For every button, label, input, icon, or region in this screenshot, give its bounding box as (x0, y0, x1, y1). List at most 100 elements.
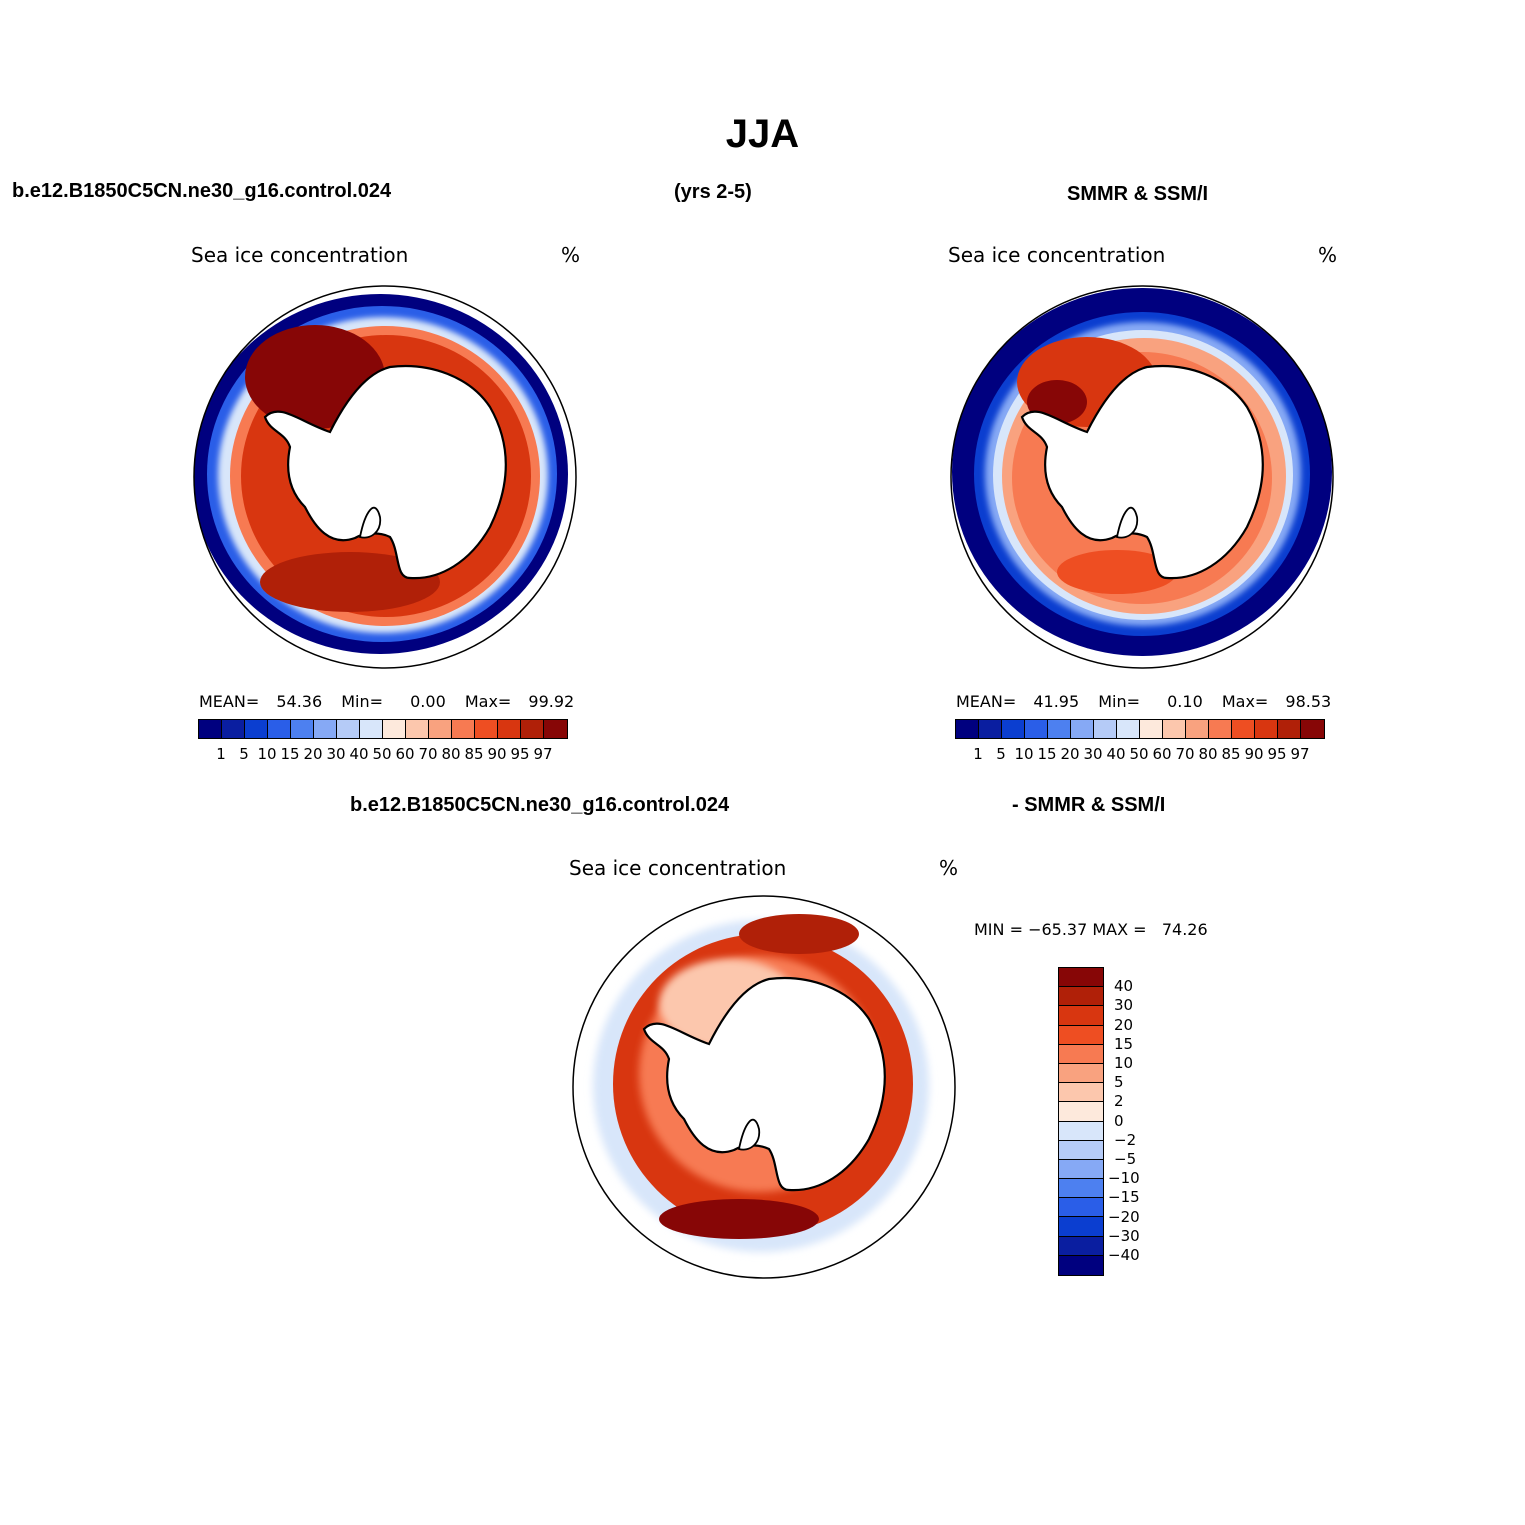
diff-colorbar-swatch (1059, 1159, 1103, 1180)
diff-colorbar-swatch (1059, 1006, 1103, 1026)
diff-colorbar-swatch (1059, 1102, 1103, 1122)
right-colorbar-tick-label: 95 (1267, 745, 1287, 763)
left-colorbar-swatch (245, 720, 268, 738)
diff-colorbar-tick-label: −2 (1114, 1130, 1137, 1149)
diff-colorbar-swatch (1059, 1217, 1103, 1237)
right-panel-title: Sea ice concentration (948, 243, 1166, 267)
left-colorbar-swatch (268, 720, 291, 738)
left-colorbar (198, 719, 568, 739)
right-colorbar-tick-label: 5 (996, 745, 1006, 763)
right-colorbar-tick-label: 90 (1244, 745, 1264, 763)
left-colorbar-tick-label: 95 (510, 745, 530, 763)
diff-colorbar-swatch (1059, 1083, 1103, 1103)
left-colorbar-swatch (406, 720, 429, 738)
right-colorbar-swatch (1278, 720, 1301, 738)
left-min-value: 0.00 (410, 692, 446, 711)
right-colorbar-swatch (1094, 720, 1117, 738)
left-max-label: Max= (464, 692, 512, 711)
diff-colorbar-tick-label: 0 (1114, 1111, 1124, 1130)
right-colorbar-tick-label: 85 (1221, 745, 1241, 763)
right-colorbar-tick-label: 97 (1290, 745, 1310, 763)
diff-colorbar-tick-label: −20 (1108, 1207, 1140, 1226)
diff-colorbar (1058, 967, 1104, 1276)
left-min-label: Min= (341, 692, 384, 711)
diff-colorbar-swatch (1059, 1063, 1103, 1084)
diff-colorbar-tick-label: −15 (1108, 1188, 1140, 1207)
left-colorbar-tick-label: 10 (257, 745, 277, 763)
diff-colorbar-swatch (1059, 968, 1103, 988)
right-max-label: Max= (1221, 692, 1269, 711)
diff-colorbar-swatch (1059, 1121, 1103, 1141)
diff-obs-header: - SMMR & SSM/I (1012, 794, 1166, 816)
left-colorbar-swatch (544, 720, 567, 738)
diff-colorbar-swatch (1059, 1025, 1103, 1045)
left-colorbar-tick-label: 85 (464, 745, 484, 763)
diff-colorbar-swatch (1059, 1236, 1103, 1256)
diff-colorbar-swatch (1059, 1255, 1103, 1275)
diff-colorbar-swatch (1059, 1044, 1103, 1064)
left-colorbar-tick-label: 97 (533, 745, 553, 763)
left-colorbar-swatch (222, 720, 245, 738)
left-colorbar-tick-label: 80 (441, 745, 461, 763)
left-colorbar-swatch (475, 720, 498, 738)
diff-colorbar-tick-label: 15 (1114, 1034, 1134, 1053)
diff-colorbar-swatch (1059, 1140, 1103, 1160)
right-colorbar-swatch (979, 720, 1002, 738)
right-min-value: 0.10 (1167, 692, 1203, 711)
diff-colorbar-tick-label: 20 (1114, 1015, 1134, 1034)
left-colorbar-tick-label: 1 (216, 745, 226, 763)
left-panel-units: % (561, 243, 581, 267)
left-colorbar-swatch (291, 720, 314, 738)
right-colorbar-swatch (1186, 720, 1209, 738)
left-colorbar-swatch (360, 720, 383, 738)
diff-minmax: MIN = −65.37 MAX = 74.26 (974, 920, 1208, 939)
left-colorbar-swatch (429, 720, 452, 738)
right-colorbar-swatch (1232, 720, 1255, 738)
right-colorbar-tick-label: 60 (1152, 745, 1172, 763)
diff-colorbar-tick-label: −40 (1108, 1246, 1140, 1264)
left-colorbar-swatch (452, 720, 475, 738)
left-panel-title: Sea ice concentration (191, 243, 409, 267)
diff-colorbar-tick-label: −10 (1108, 1169, 1140, 1188)
right-colorbar-swatch (1209, 720, 1232, 738)
right-polar-map (950, 285, 1334, 669)
right-colorbar-tick-label: 15 (1037, 745, 1057, 763)
left-colorbar-tick-label: 50 (372, 745, 392, 763)
right-colorbar-swatch (1025, 720, 1048, 738)
right-colorbar-swatch (1140, 720, 1163, 738)
left-max-value: 99.92 (528, 692, 575, 711)
right-colorbar-tick-label: 80 (1198, 745, 1218, 763)
diff-colorbar-tick-label: −30 (1108, 1226, 1140, 1245)
right-mean-value: 41.95 (1033, 692, 1080, 711)
left-mean-value: 54.36 (276, 692, 323, 711)
left-colorbar-swatch (521, 720, 544, 738)
right-colorbar-swatch (1117, 720, 1140, 738)
diff-panel-units: % (939, 856, 959, 880)
right-colorbar-tick-label: 70 (1175, 745, 1195, 763)
left-colorbar-tick-label: 70 (418, 745, 438, 763)
right-colorbar-swatch (1002, 720, 1025, 738)
left-colorbar-swatch (383, 720, 406, 738)
diff-colorbar-swatch (1059, 1198, 1103, 1218)
right-colorbar (955, 719, 1325, 739)
left-mean-label: MEAN= (199, 692, 260, 711)
diff-colorbar-tick-label: 5 (1114, 1073, 1124, 1092)
right-colorbar-tick-label: 30 (1083, 745, 1103, 763)
right-colorbar-swatch (1163, 720, 1186, 738)
diff-panel-title: Sea ice concentration (569, 856, 787, 880)
diff-polar-map (572, 895, 956, 1279)
right-max-value: 98.53 (1285, 692, 1332, 711)
diff-colorbar-tick-label: 40 (1114, 977, 1134, 996)
right-colorbar-swatch (956, 720, 979, 738)
diff-colorbar-tick-label: 30 (1114, 996, 1134, 1015)
left-colorbar-swatch (314, 720, 337, 738)
case-name-header: b.e12.B1850C5CN.ne30_g16.control.024 (12, 180, 392, 202)
diff-colorbar-tick-label: 2 (1114, 1092, 1124, 1111)
right-colorbar-swatch (1255, 720, 1278, 738)
left-stats: MEAN= 54.36 Min= 0.00 Max= 99.92 (199, 692, 574, 711)
figure-title: JJA (725, 112, 800, 156)
right-colorbar-tick-label: 1 (973, 745, 983, 763)
right-colorbar-swatch (1071, 720, 1094, 738)
diff-case-header: b.e12.B1850C5CN.ne30_g16.control.024 (350, 794, 730, 816)
left-colorbar-swatch (498, 720, 521, 738)
